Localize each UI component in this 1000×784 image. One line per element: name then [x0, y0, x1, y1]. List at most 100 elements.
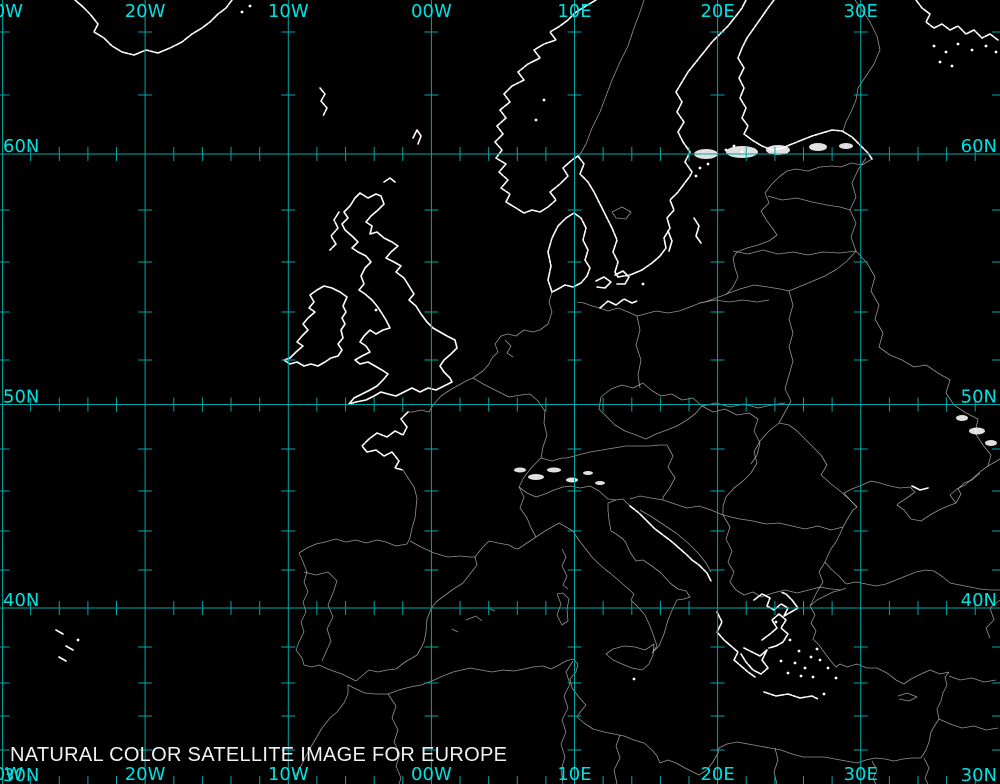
border-or-coast-faint: [849, 157, 867, 211]
coastline-bright: [577, 155, 619, 278]
border-or-coast-faint: [402, 469, 418, 545]
border-or-coast-faint: [809, 561, 826, 607]
coastline-bright: [319, 87, 328, 117]
island-dot: [786, 671, 790, 675]
border-or-coast-faint: [732, 249, 857, 256]
coastline-bright: [737, 0, 843, 151]
island-dot: [724, 148, 728, 152]
island-dot: [641, 282, 645, 286]
border-or-coast-faint: [871, 760, 878, 784]
country-borders-layer: [294, 0, 1000, 784]
border-or-coast-faint: [303, 571, 338, 662]
coastline-bright: [58, 656, 67, 662]
border-or-coast-faint: [778, 388, 792, 424]
border-or-coast-faint: [849, 209, 857, 252]
island-dot: [779, 659, 783, 663]
border-or-coast-faint: [504, 339, 514, 358]
island-dot: [797, 649, 801, 653]
latitude-label-right: 50N: [961, 387, 997, 408]
island-dot: [788, 638, 792, 642]
coastline-bright: [629, 505, 712, 582]
border-or-coast-faint: [294, 658, 921, 778]
island-dot: [632, 677, 636, 681]
border-or-coast-faint: [699, 158, 873, 304]
border-or-coast-faint: [474, 522, 574, 558]
coastline-bright: [617, 0, 747, 278]
border-or-coast-faint: [842, 0, 881, 132]
coastline-bright: [599, 298, 638, 309]
border-or-coast-faint: [576, 301, 601, 309]
bright-patch: [566, 477, 578, 483]
coastline-bright: [763, 691, 819, 700]
longitude-label-top: 00W: [411, 1, 452, 22]
island-dot: [932, 44, 936, 48]
border-or-coast-faint: [611, 206, 632, 220]
border-or-coast-faint: [767, 195, 851, 211]
border-or-coast-faint: [722, 514, 762, 598]
coastline-bright: [283, 285, 348, 367]
coastline-bright: [383, 177, 396, 183]
bright-patch: [969, 427, 985, 435]
border-or-coast-faint: [722, 422, 780, 515]
island-dot: [542, 98, 546, 102]
longitude-label-bottom: 10W: [268, 764, 309, 784]
image-title: NATURAL COLOR SATELLITE IMAGE FOR EUROPE: [10, 744, 508, 766]
bright-patch: [956, 415, 968, 421]
coastline-bright: [329, 211, 340, 251]
island-dot: [698, 166, 702, 170]
border-or-coast-faint: [387, 693, 402, 784]
island-dot: [944, 50, 948, 54]
coastline-bright: [65, 645, 74, 651]
border-or-coast-faint: [561, 548, 569, 590]
coastline-bright: [761, 613, 789, 649]
border-or-coast-faint: [855, 250, 992, 467]
island-dot: [803, 666, 807, 670]
island-dot: [732, 144, 736, 148]
border-or-coast-faint: [784, 290, 794, 390]
latitude-label-bottom-left: 30N: [3, 765, 39, 784]
island-dot: [970, 48, 974, 52]
coastline-bright: [81, 0, 233, 56]
island-dot: [706, 162, 710, 166]
longitude-label-top: 30W: [0, 1, 23, 22]
latitude-label-bottom-right: 30N: [961, 765, 997, 784]
longitude-label-bottom: 20E: [700, 764, 734, 784]
border-or-coast-faint: [985, 599, 1000, 639]
border-or-coast-faint: [722, 514, 844, 531]
border-or-coast-faint: [938, 718, 999, 731]
border-or-coast-faint: [760, 586, 842, 598]
coastline-bright: [915, 0, 999, 41]
longitude-label-bottom: 10E: [557, 764, 591, 784]
border-or-coast-faint: [451, 628, 459, 633]
border-or-coast-faint: [923, 757, 930, 784]
island-dot: [799, 674, 803, 678]
coastline-bright: [614, 270, 630, 285]
island-dot: [822, 692, 826, 696]
coastline-bright: [547, 212, 591, 293]
island-dot: [774, 620, 778, 624]
border-or-coast-faint: [824, 458, 1000, 585]
bright-patch: [985, 440, 997, 446]
latitude-label-left: 50N: [3, 387, 39, 408]
border-or-coast-faint: [465, 615, 483, 622]
border-or-coast-faint: [607, 498, 691, 654]
longitude-label-top: 10E: [557, 1, 591, 22]
border-or-coast-faint: [598, 382, 703, 440]
bright-patch: [766, 145, 790, 155]
bright-patch: [528, 474, 544, 480]
cloud-snow-patches-layer: [76, 4, 998, 696]
island-dot: [76, 638, 80, 642]
border-or-coast-faint: [635, 315, 642, 389]
island-dot: [809, 655, 813, 659]
bright-patch: [547, 467, 561, 473]
border-or-coast-faint: [489, 608, 496, 612]
island-dot: [793, 661, 797, 665]
latitude-label-right: 60N: [961, 136, 997, 157]
border-or-coast-faint: [518, 486, 537, 538]
border-or-coast-faint: [355, 556, 478, 682]
border-or-coast-faint: [298, 538, 408, 554]
border-or-coast-faint: [809, 587, 847, 607]
island-dot: [826, 666, 830, 670]
